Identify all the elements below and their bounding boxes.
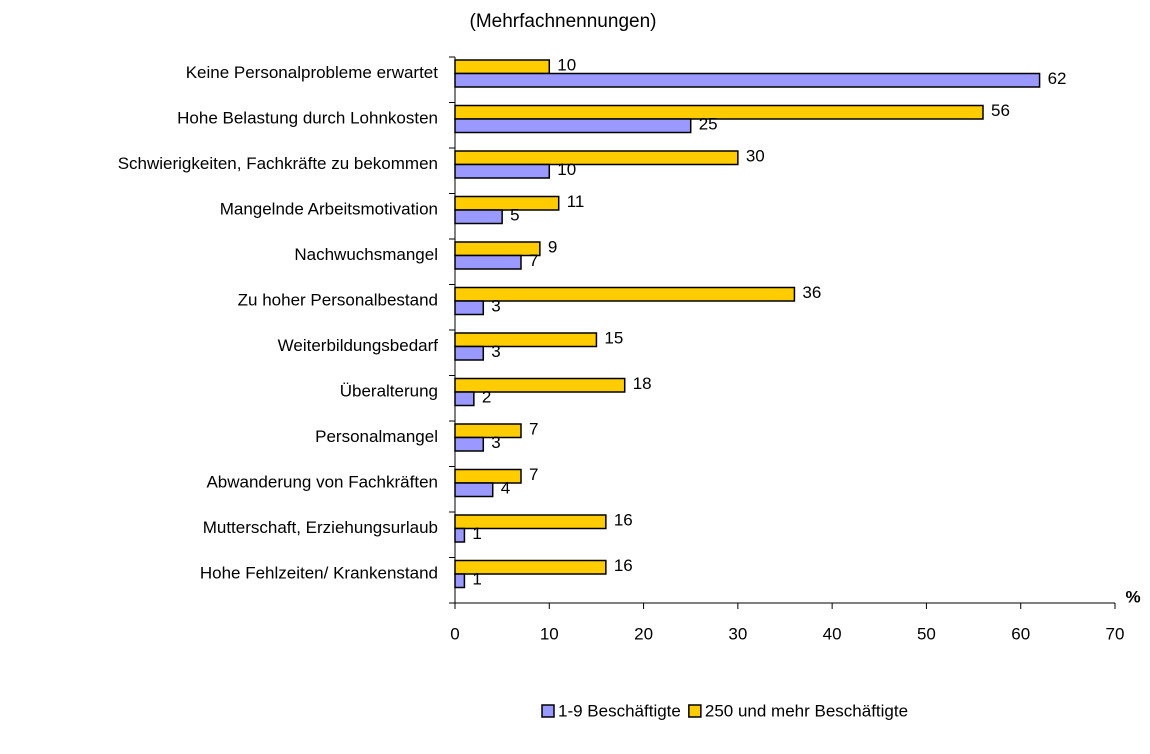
bar [454,436,485,452]
value-label: 3 [491,342,500,361]
value-label: 9 [548,237,557,256]
chart-title: (Mehrfachnennungen) [470,11,657,32]
bar [454,377,626,393]
bar [454,118,692,134]
value-label: 56 [991,101,1010,120]
y-tick-label: Mangelnde Arbeitsmotivation [220,200,438,219]
value-label: 5 [510,205,519,224]
x-tick-label: 60 [1011,624,1030,643]
bar [454,573,466,589]
bar [454,300,485,316]
bar [454,195,560,211]
bar [454,391,475,407]
legend-swatch [541,704,555,718]
value-label: 7 [529,251,538,270]
y-tick-label: Weiterbildungsbedarf [278,336,439,355]
bar [454,286,796,302]
value-label: 4 [501,478,510,497]
x-tick-label: 70 [1106,624,1125,643]
x-tick-label: 0 [450,624,459,643]
bar [454,482,494,498]
x-tick-label: 20 [634,624,653,643]
x-tick-label: 10 [540,624,559,643]
bar [454,254,522,270]
value-label: 30 [746,146,765,165]
y-tick-label: Überalterung [340,382,438,401]
bar [454,59,551,75]
value-label: 16 [614,556,633,575]
value-label: 18 [633,374,652,393]
y-tick-label: Nachwuchsmangel [294,245,438,264]
x-tick-label: 30 [728,624,747,643]
legend-label: 250 und mehr Beschäftigte [705,701,908,720]
bar [454,332,598,348]
y-tick-label: Hohe Belastung durch Lohnkosten [177,109,438,128]
value-label: 62 [1048,69,1067,88]
bar [454,209,503,225]
x-tick-label: 50 [917,624,936,643]
y-tick-label: Schwierigkeiten, Fachkräfte zu bekommen [118,154,438,173]
legend-label: 1-9 Beschäftigte [558,701,681,720]
bar [454,104,984,120]
y-tick-label: Personalmangel [315,427,438,446]
value-label: 16 [614,510,633,529]
bar [454,468,522,484]
bar [454,423,522,439]
value-label: 10 [557,160,576,179]
bar [454,241,541,257]
x-axis-label: % [1125,587,1140,606]
bar [454,527,466,543]
value-label: 7 [529,419,538,438]
y-tick-label: Hohe Fehlzeiten/ Krankenstand [200,564,438,583]
bar [454,514,607,530]
value-label: 7 [529,465,538,484]
bar [454,345,485,361]
value-label: 1 [472,524,481,543]
value-label: 2 [482,387,491,406]
value-label: 36 [802,283,821,302]
bar [454,163,551,179]
value-label: 11 [567,192,585,211]
y-tick-label: Zu hoher Personalbestand [238,291,438,310]
value-label: 3 [491,296,500,315]
x-tick-label: 40 [823,624,842,643]
y-tick-label: Abwanderung von Fachkräften [206,473,438,492]
value-label: 10 [557,55,576,74]
legend-swatch [688,704,702,718]
bar [454,72,1041,88]
bar [454,150,739,166]
value-label: 15 [604,328,623,347]
y-tick-label: Keine Personalprobleme erwartet [186,63,439,82]
y-tick-label: Mutterschaft, Erziehungsurlaub [203,518,438,537]
value-label: 3 [491,433,500,452]
bar [454,559,607,575]
value-label: 25 [699,114,718,133]
value-label: 1 [472,569,481,588]
